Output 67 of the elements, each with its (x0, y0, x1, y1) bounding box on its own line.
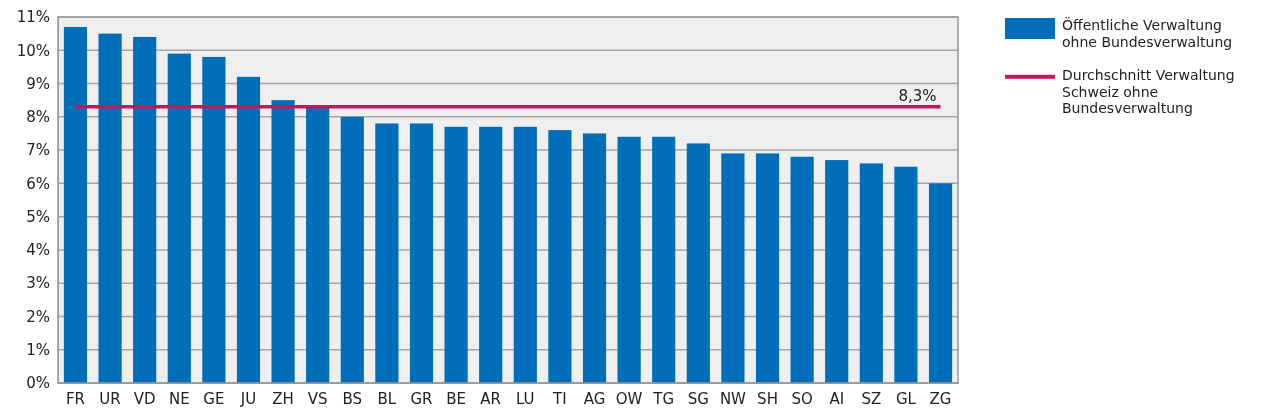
x-tick-label: GR (410, 389, 433, 408)
bar (859, 163, 883, 383)
x-tick-label: ZH (272, 389, 294, 408)
bar (894, 166, 918, 383)
bar (548, 130, 572, 383)
y-tick-label: 6% (26, 174, 50, 193)
y-tick-label: 1% (26, 341, 50, 360)
y-tick-label: 11% (16, 8, 50, 27)
bar (409, 123, 434, 383)
x-tick-label: AI (829, 389, 845, 408)
bar (306, 106, 330, 383)
x-tick-label: TG (652, 389, 675, 408)
y-tick-label: 2% (26, 307, 50, 326)
bar (444, 126, 468, 383)
x-tick-label: JU (239, 389, 257, 408)
y-tick-label: 5% (26, 207, 50, 226)
annotation: 8,3% (898, 86, 937, 105)
bar (98, 33, 122, 383)
bar (825, 160, 849, 383)
bar (63, 26, 88, 383)
bar (479, 126, 503, 383)
legend-label: Öffentliche Verwaltung ohne Bundesverwaltung (1062, 16, 1233, 50)
bar (617, 136, 641, 383)
y-tick-label: 7% (26, 141, 50, 160)
bar (375, 123, 399, 383)
bar (721, 153, 745, 383)
x-tick-label: BS (342, 389, 363, 408)
bar (513, 126, 537, 383)
x-tick-label: ZG (929, 389, 952, 408)
x-tick-label: FR (65, 389, 86, 408)
y-tick-label: 10% (16, 41, 50, 60)
x-tick-label: VS (307, 389, 328, 408)
bar (790, 156, 814, 383)
x-tick-label: SG (687, 389, 709, 408)
y-tick-label: 3% (26, 274, 50, 293)
bar (755, 153, 780, 383)
x-tick-label: SH (757, 389, 778, 408)
x-tick-label: BE (446, 389, 466, 408)
x-tick-label: GE (203, 389, 225, 408)
y-tick-label: 9% (26, 74, 50, 93)
y-tick-label: 8% (26, 108, 50, 127)
x-tick-label: UR (99, 389, 121, 408)
bar (686, 143, 710, 383)
bar (236, 76, 261, 383)
bar (652, 136, 676, 383)
x-tick-label: NE (168, 389, 190, 408)
bar (202, 56, 226, 383)
y-tick-label: 4% (26, 241, 50, 260)
x-tick-label: GL (895, 389, 917, 408)
bar (133, 36, 157, 383)
y-tick-label: 0% (26, 374, 50, 393)
x-tick-label: OW (615, 389, 643, 408)
x-tick-label: NW (719, 389, 747, 408)
x-tick-label: AR (480, 389, 502, 408)
x-tick-label: TI (552, 389, 567, 408)
legend-label: Durchschnitt Verwaltung Schweiz ohne Bundesverwaltung (1062, 66, 1235, 117)
x-tick-label: BL (377, 389, 397, 408)
x-tick-label: AG (583, 389, 606, 408)
x-tick-label: SO (791, 389, 813, 408)
x-tick-label: SZ (861, 389, 882, 408)
x-tick-label: LU (516, 389, 535, 408)
bar (271, 100, 295, 383)
bar (928, 183, 953, 383)
bar (582, 133, 607, 383)
bar (167, 53, 191, 383)
bar (340, 116, 364, 383)
x-tick-label: VD (133, 389, 156, 408)
